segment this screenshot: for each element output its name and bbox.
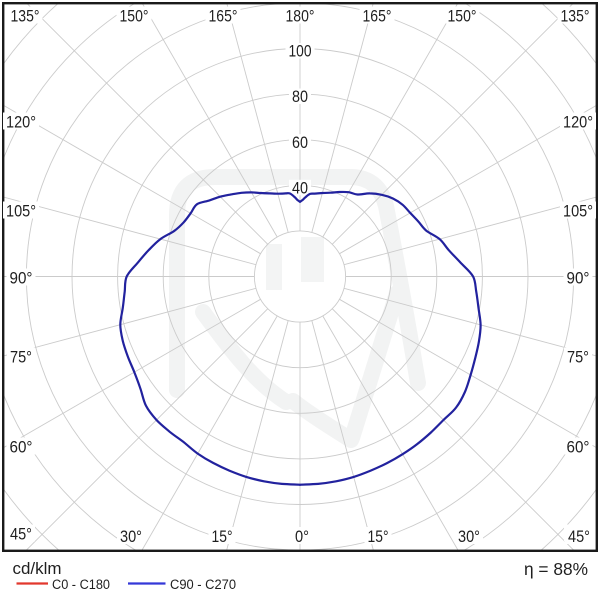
svg-text:165°: 165° [363, 7, 392, 26]
svg-text:η = 88%: η = 88% [524, 559, 588, 579]
svg-text:15°: 15° [212, 527, 233, 546]
svg-text:180°: 180° [286, 7, 315, 26]
svg-text:75°: 75° [10, 348, 32, 367]
svg-text:105°: 105° [6, 202, 36, 221]
svg-text:165°: 165° [209, 7, 238, 26]
svg-text:120°: 120° [6, 113, 36, 132]
svg-text:30°: 30° [458, 527, 480, 546]
svg-text:30°: 30° [120, 527, 142, 546]
svg-text:90°: 90° [567, 269, 590, 288]
svg-text:45°: 45° [568, 527, 590, 546]
svg-text:60°: 60° [10, 438, 33, 457]
svg-text:45°: 45° [10, 525, 32, 544]
svg-text:150°: 150° [120, 7, 149, 26]
svg-text:150°: 150° [448, 7, 477, 26]
svg-text:0°: 0° [295, 527, 309, 546]
svg-text:cd/klm: cd/klm [13, 559, 62, 578]
svg-text:15°: 15° [368, 527, 389, 546]
svg-text:60°: 60° [567, 438, 590, 457]
svg-text:120°: 120° [563, 113, 593, 132]
svg-text:135°: 135° [561, 7, 590, 26]
svg-text:90°: 90° [10, 269, 33, 288]
svg-text:60: 60 [292, 133, 308, 152]
svg-text:40: 40 [292, 178, 308, 197]
svg-text:C0 - C180: C0 - C180 [52, 577, 110, 592]
svg-text:100: 100 [289, 42, 312, 61]
svg-text:75°: 75° [567, 348, 589, 367]
svg-text:105°: 105° [563, 202, 593, 221]
svg-text:135°: 135° [11, 7, 40, 26]
svg-text:C90 - C270: C90 - C270 [170, 577, 236, 592]
svg-text:80: 80 [292, 87, 308, 106]
